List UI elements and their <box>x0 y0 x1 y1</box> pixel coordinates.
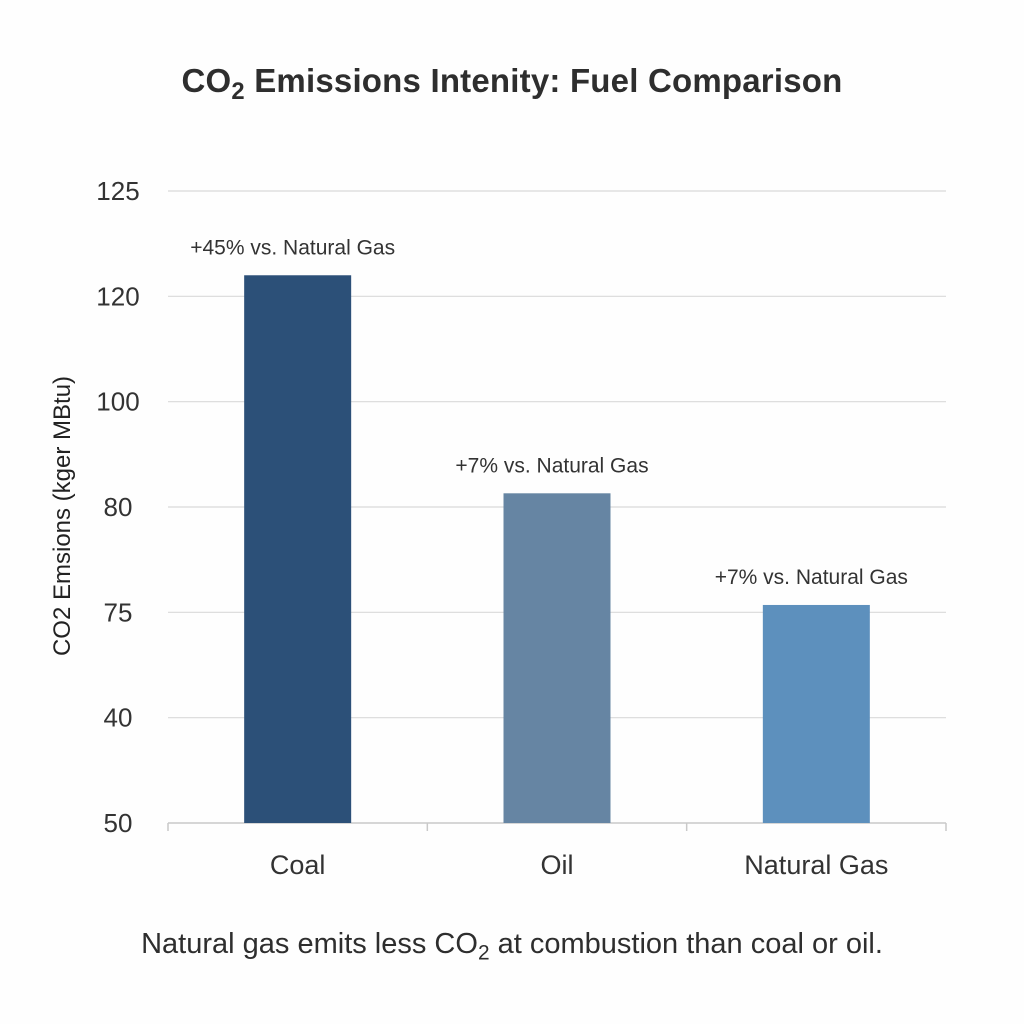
bar-coal <box>244 275 352 823</box>
footnote-subscript: 2 <box>477 941 490 965</box>
y-tick-label: 40 <box>104 703 133 733</box>
y-tick-label: 125 <box>96 176 139 206</box>
chart-title-prefix: CO <box>181 62 232 99</box>
data-annotation: +45% vs. Natural Gas <box>190 236 395 259</box>
bar-oil <box>503 493 611 823</box>
chart-footnote: Natural gas emits less CO2 at combustion… <box>0 928 1024 965</box>
y-tick-label: 120 <box>96 281 139 311</box>
y-tick-label: 80 <box>104 492 133 522</box>
x-category-label: Coal <box>270 850 326 880</box>
chart-title-rest: Emissions Intenity: Fuel Comparison <box>244 62 843 99</box>
x-category-label: Oil <box>541 850 574 880</box>
chart-title-subscript: 2 <box>231 78 245 106</box>
bar-natural-gas <box>762 604 870 823</box>
x-category-label: Natural Gas <box>744 850 888 880</box>
y-tick-label: 100 <box>96 387 139 417</box>
chart-title: CO2 Emissions Intenity: Fuel Comparison <box>0 62 1024 104</box>
y-axis-label: CO2 Emsions (kger MBtu) <box>49 376 76 656</box>
footnote-rest: at combustion than coal or oil. <box>489 928 883 960</box>
y-tick-label: 75 <box>104 597 133 627</box>
y-tick-label: 50 <box>104 808 133 838</box>
footnote-prefix: Natural gas emits less CO <box>141 928 478 960</box>
data-annotation: +7% vs. Natural Gas <box>455 454 648 477</box>
data-annotation: +7% vs. Natural Gas <box>715 566 908 589</box>
